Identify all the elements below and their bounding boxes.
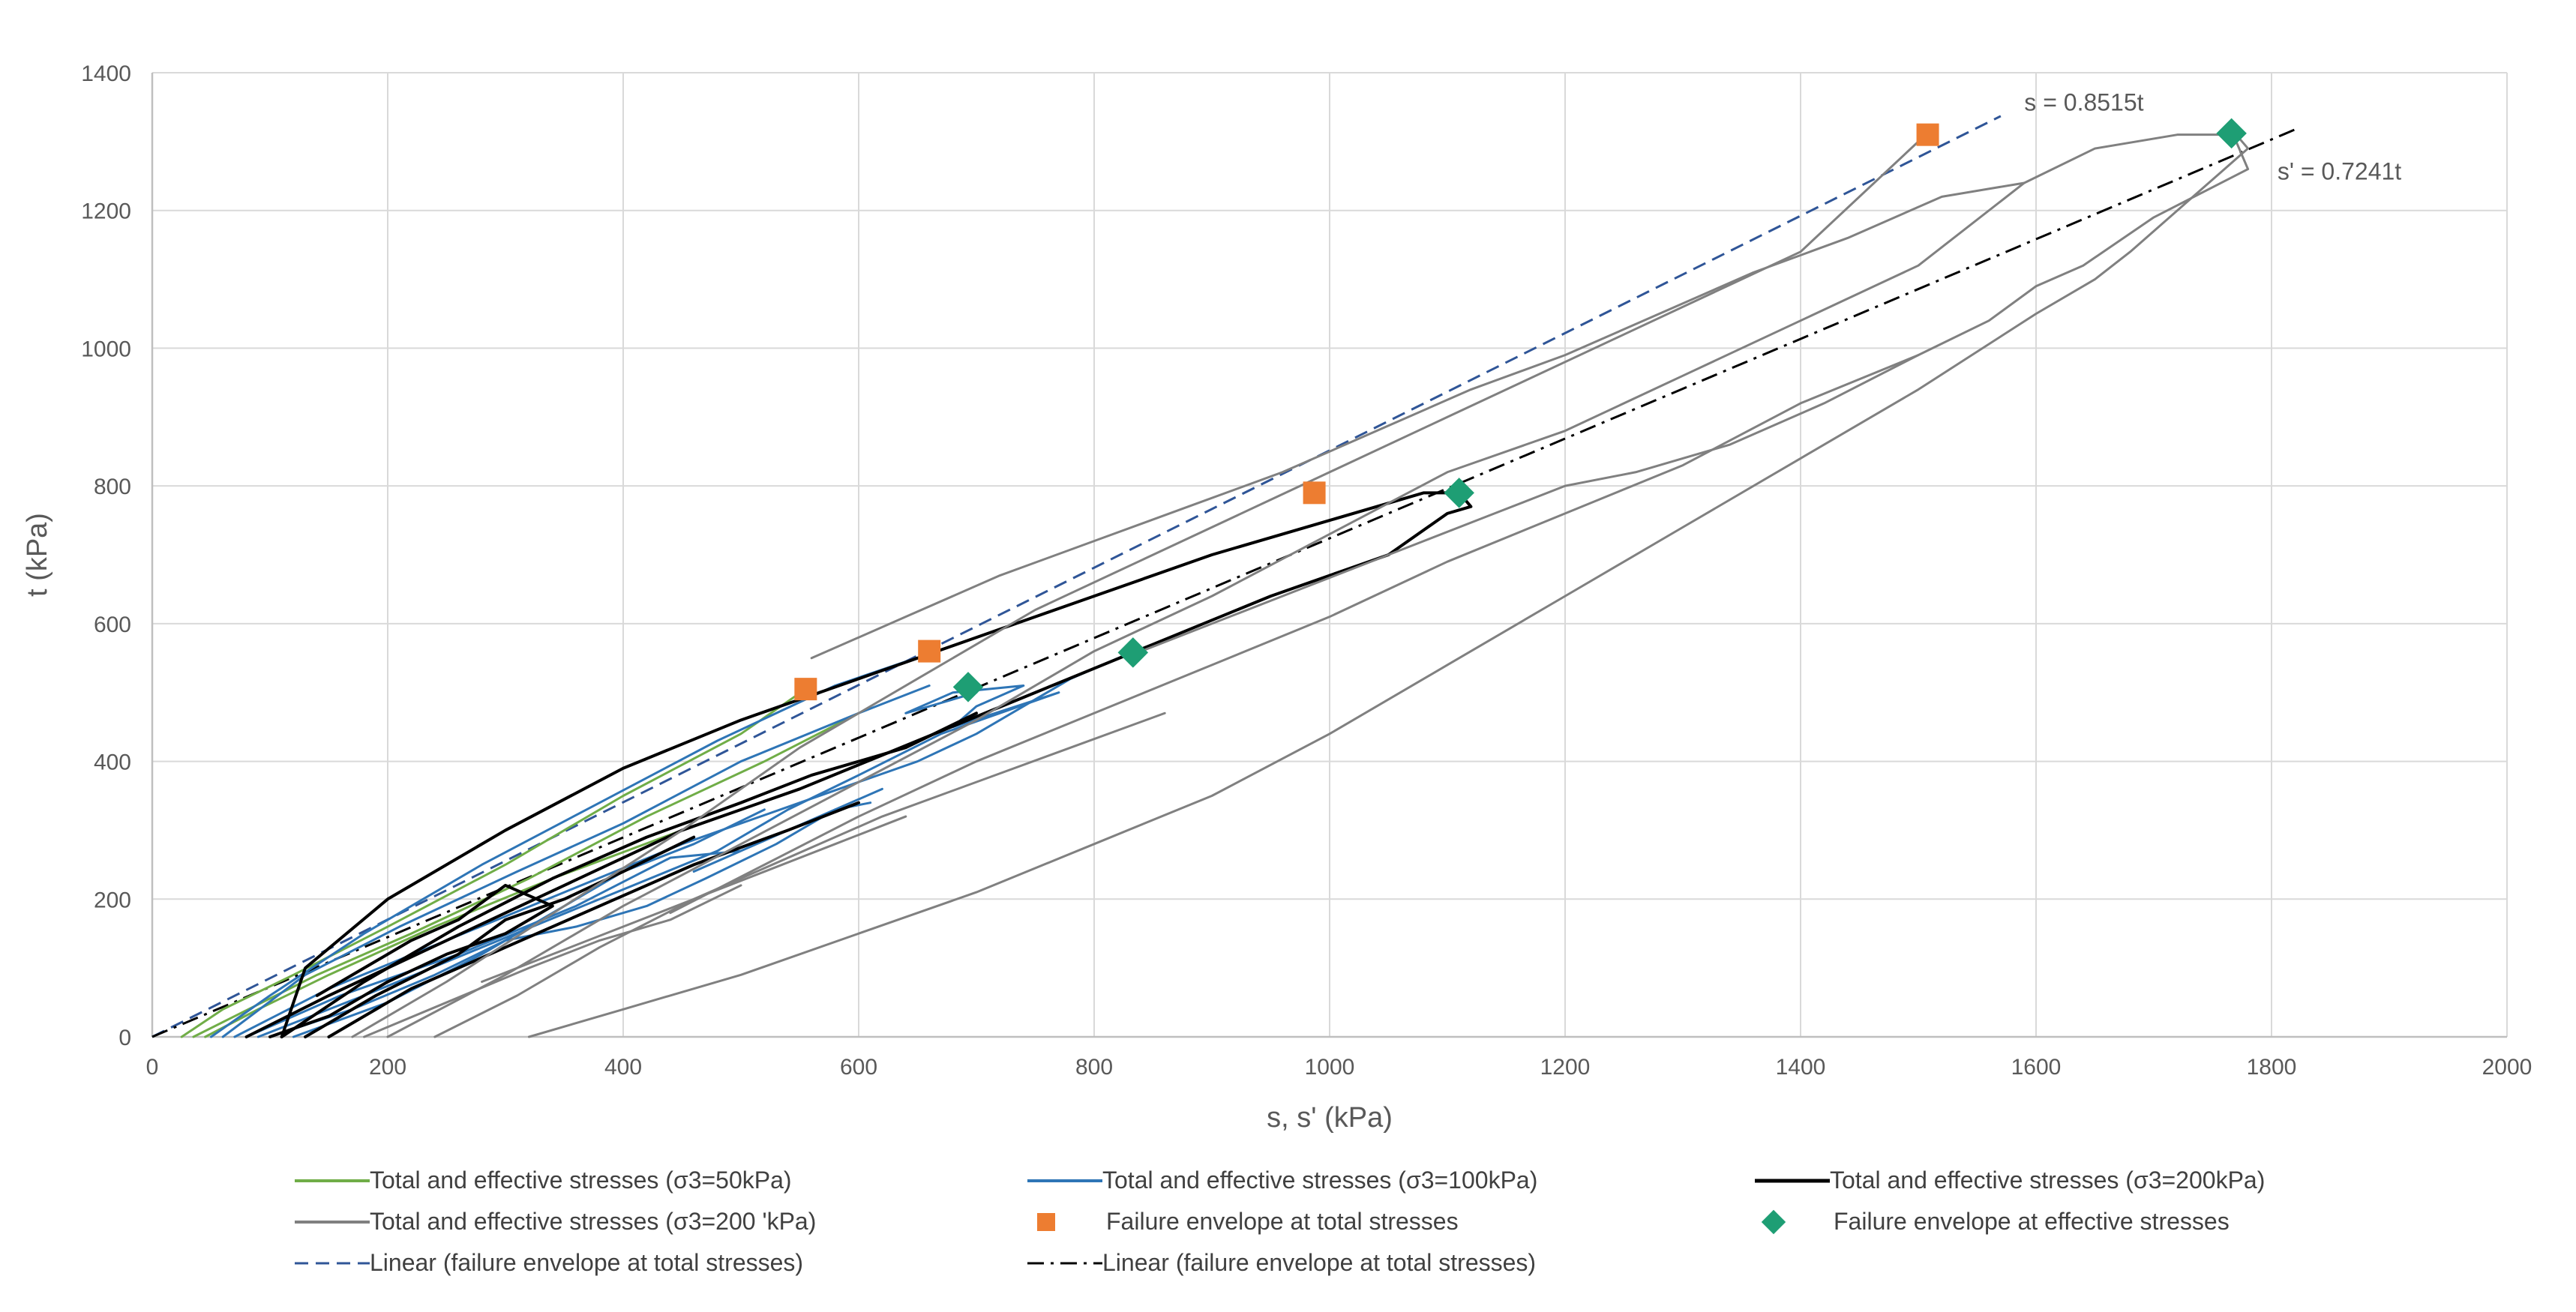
y-tick-label: 1200 — [81, 199, 131, 224]
trend-equation-1: s' = 0.7241t — [2278, 157, 2401, 184]
y-tick-label: 1400 — [81, 61, 131, 86]
y-tick-label: 600 — [94, 613, 131, 637]
effective-failure-point — [1117, 637, 1149, 668]
series-2-path — [304, 835, 696, 1038]
legend-label: Total and effective stresses (σ3=200kPa) — [1830, 1167, 2265, 1194]
x-tick-label: 0 — [146, 1055, 159, 1080]
series-3-path — [481, 815, 907, 984]
series-3-path — [669, 354, 1920, 915]
x-tick-label: 1200 — [1540, 1055, 1591, 1080]
legend: Total and effective stresses (σ3=50kPa) T… — [295, 1167, 2265, 1276]
y-tick-label: 400 — [94, 750, 131, 775]
x-tick-label: 400 — [604, 1055, 642, 1080]
series-3-path — [433, 711, 1166, 1038]
series-0-path — [192, 711, 860, 1038]
gridlines — [151, 72, 2508, 1038]
legend-label: Failure envelope at total stresses — [1106, 1208, 1459, 1235]
series-3-path — [527, 133, 2250, 1038]
effective-failure-point — [1444, 478, 1474, 508]
y-axis-title: t (kPa) — [22, 513, 53, 597]
x-tick-label: 1800 — [2247, 1055, 2297, 1080]
effective-failure-point — [952, 672, 984, 702]
legend-label: Total and effective stresses (σ3=100kPa) — [1102, 1167, 1537, 1194]
series-2-path — [327, 801, 860, 1038]
x-tick-label: 1000 — [1305, 1055, 1355, 1080]
legend-marker-swatch — [1761, 1209, 1786, 1235]
x-tick-label: 1600 — [2011, 1055, 2062, 1080]
series-1-path — [256, 684, 1060, 1038]
axes — [151, 73, 2507, 1038]
trend-equation-0: s = 0.8515t — [2024, 89, 2143, 116]
trendlines — [151, 115, 2299, 1038]
trendline-1 — [151, 127, 2299, 1038]
series-0-path — [180, 687, 807, 1038]
data-series — [180, 133, 2250, 1038]
tick-labels: 0 200 400 600 800 1000 1200 1400 1600 1800 2000 0 20… — [81, 61, 2532, 1080]
series-3-path — [363, 884, 742, 1038]
legend-label: Linear (failure envelope at total stress… — [1102, 1249, 1536, 1276]
total-failure-point — [1916, 123, 1939, 146]
x-axis-title: s, s' (kPa) — [1267, 1102, 1393, 1134]
y-tick-label: 800 — [94, 475, 131, 499]
legend-label: Total and effective stresses (σ3=50kPa) — [370, 1167, 792, 1194]
x-tick-label: 800 — [1075, 1055, 1113, 1080]
x-tick-label: 1400 — [1776, 1055, 1826, 1080]
x-tick-label: 2000 — [2482, 1055, 2533, 1080]
legend-label: Linear (failure envelope at total stress… — [370, 1249, 803, 1276]
trendline-0 — [151, 115, 2002, 1038]
total-failure-point — [918, 640, 941, 663]
series-3-path — [351, 140, 1920, 1038]
series-2-path — [268, 883, 554, 1038]
legend-marker-swatch — [1037, 1213, 1055, 1231]
series-3-path — [1140, 140, 2250, 653]
effective-failure-point — [2216, 118, 2247, 149]
series-2-path — [280, 711, 978, 1038]
legend-label: Total and effective stresses (σ3=200 'kP… — [370, 1208, 816, 1235]
total-failure-point — [1303, 481, 1326, 505]
y-tick-label: 1000 — [81, 337, 131, 361]
x-tick-label: 600 — [840, 1055, 877, 1080]
trend-equations: s = 0.8515t s' = 0.7241t — [2024, 89, 2401, 185]
y-tick-label: 0 — [118, 1026, 131, 1050]
series-1-path — [268, 801, 872, 1038]
series-3-path — [386, 181, 2026, 1038]
failure-markers — [794, 118, 2247, 702]
y-tick-label: 200 — [94, 888, 131, 912]
series-1-path — [233, 650, 1135, 1038]
total-failure-point — [794, 678, 817, 701]
series-1-path — [245, 787, 883, 1038]
series-1-path — [221, 684, 931, 1038]
x-tick-label: 200 — [369, 1055, 406, 1080]
legend-label: Failure envelope at effective stresses — [1834, 1208, 2230, 1235]
